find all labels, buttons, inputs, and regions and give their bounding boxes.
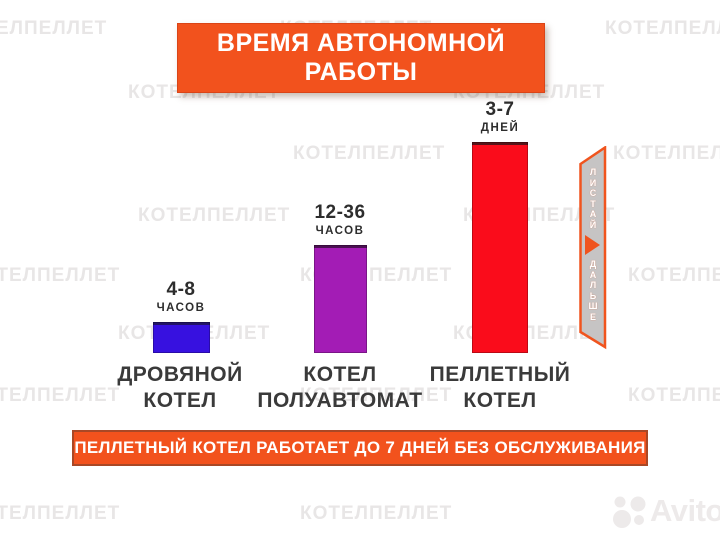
- avito-logo-icon: [613, 496, 646, 528]
- title-banner: ВРЕМЯ АВТОНОМНОЙ РАБОТЫ: [177, 23, 545, 93]
- ribbon-letter: Ш: [588, 301, 598, 311]
- background-watermark-text: КОТЕЛПЕЛЛЕТ: [293, 143, 446, 164]
- ribbon-letter: Л: [589, 280, 597, 290]
- bar-value-label: 4-8: [166, 279, 196, 300]
- background-watermark-text: КОТЕЛПЕЛЛЕТ: [300, 385, 453, 406]
- background-watermark-text: КОТЕЛПЕЛЛЕТ: [605, 18, 720, 39]
- background-watermark-text: КОТЕЛПЕЛЛЕТ: [300, 503, 453, 524]
- bottom-banner: ПЕЛЛЕТНЫЙ КОТЕЛ РАБОТАЕТ ДО 7 ДНЕЙ БЕЗ О…: [72, 430, 648, 466]
- background-watermark-text: КОТЕЛПЕЛЛЕТ: [628, 265, 720, 286]
- bar-value-label: 12-36: [314, 202, 366, 223]
- bar-group-semiauto-boiler: 12-36 ЧАСОВ: [280, 203, 400, 353]
- background-watermark-text: КОТЕЛПЕЛЛЕТ: [0, 18, 108, 39]
- background-watermark-text: КОТЕЛПЕЛЛЕТ: [138, 205, 291, 226]
- bar-value-unit: ДНЕЙ: [480, 122, 520, 134]
- ribbon-letter: Т: [590, 198, 596, 209]
- ribbon-letter: А: [589, 269, 597, 280]
- background-watermark-text: КОТЕЛПЕЛЛЕТ: [628, 385, 720, 406]
- ribbon-letter: Л: [589, 167, 597, 177]
- avito-watermark-text: Avito: [650, 493, 720, 528]
- ribbon-letter: Ь: [589, 290, 597, 301]
- bar-group-pellet-boiler: 3-7 ДНЕЙ: [440, 100, 560, 353]
- bar-value-unit: ЧАСОВ: [156, 302, 206, 314]
- ribbon-letter: Д: [589, 259, 597, 269]
- background-watermark-text: КОТЕЛПЕЛЛЕТ: [613, 143, 720, 164]
- ribbon-letter: С: [589, 188, 597, 198]
- bar-category-label-semiauto-boiler: КОТЕЛ ПОЛУАВТОМАТ: [257, 363, 423, 412]
- ribbon-letter: А: [589, 209, 597, 219]
- bar-group-wood-boiler: 4-8 ЧАСОВ: [121, 280, 241, 353]
- bar-pellet-boiler: [472, 142, 528, 353]
- bar-value-unit: ЧАСОВ: [315, 225, 365, 237]
- background-watermark-text: КОТЕЛПЕЛЛЕТ: [0, 385, 121, 406]
- background-watermark-text: КОТЕЛПЕЛЛЕТ: [0, 265, 121, 286]
- bar-category-label-pellet-boiler: ПЕЛЛЕТНЫЙ КОТЕЛ: [429, 363, 571, 412]
- bar-value-label: 3-7: [485, 99, 515, 120]
- ribbon-letter: Е: [589, 311, 596, 322]
- bar-wood-boiler: [152, 322, 210, 353]
- ribbon-letter: И: [589, 177, 597, 188]
- bar-category-label-wood-boiler: ДРОВЯНОЙ КОТЕЛ: [117, 363, 243, 412]
- arrow-right-icon: [585, 235, 600, 255]
- background-watermark-text: КОТЕЛПЕЛЛЕТ: [0, 503, 121, 524]
- bar-semiauto-boiler: [313, 245, 367, 353]
- avito-watermark: Avito: [612, 492, 720, 530]
- ribbon-letter: Й: [589, 219, 597, 230]
